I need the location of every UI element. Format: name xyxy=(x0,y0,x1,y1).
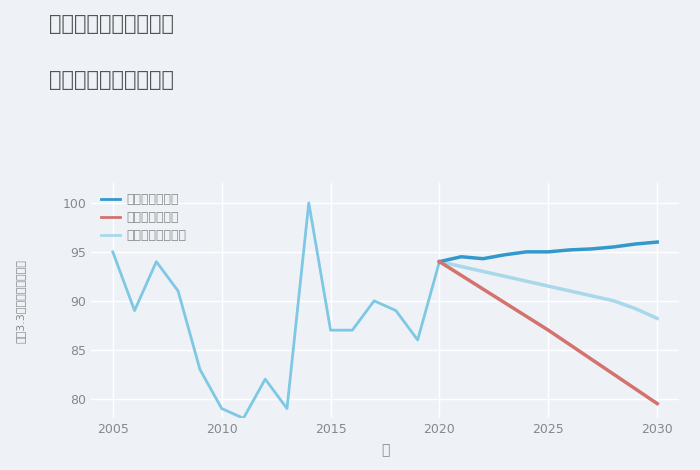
Text: 坪（3.3㎡）単価（万円）: 坪（3.3㎡）単価（万円） xyxy=(16,259,26,343)
Text: 中古戸建ての価格推移: 中古戸建ての価格推移 xyxy=(49,70,174,91)
Text: 愛知県弥富市佐古木の: 愛知県弥富市佐古木の xyxy=(49,14,174,34)
Legend: グッドシナリオ, バッドシナリオ, ノーマルシナリオ: グッドシナリオ, バッドシナリオ, ノーマルシナリオ xyxy=(97,189,190,246)
X-axis label: 年: 年 xyxy=(381,443,389,457)
